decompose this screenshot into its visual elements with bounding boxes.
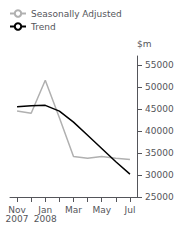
svg-text:Jul: Jul	[124, 205, 136, 215]
svg-text:2008: 2008	[34, 214, 57, 224]
svg-text:Trend: Trend	[30, 22, 56, 32]
svg-text:50000: 50000	[145, 82, 174, 92]
svg-text:40000: 40000	[145, 126, 174, 136]
svg-text:May: May	[92, 205, 111, 215]
svg-text:$m: $m	[137, 39, 152, 49]
svg-text:2007: 2007	[6, 214, 29, 224]
svg-text:Nov: Nov	[8, 204, 26, 215]
svg-text:Mar: Mar	[65, 205, 82, 215]
svg-text:Jan: Jan	[38, 204, 53, 215]
svg-text:30000: 30000	[145, 170, 174, 180]
svg-text:45000: 45000	[145, 104, 174, 114]
svg-text:35000: 35000	[145, 148, 174, 158]
svg-text:25000: 25000	[145, 192, 174, 202]
svg-text:Seasonally Adjusted: Seasonally Adjusted	[31, 9, 122, 19]
svg-text:55000: 55000	[145, 60, 174, 70]
